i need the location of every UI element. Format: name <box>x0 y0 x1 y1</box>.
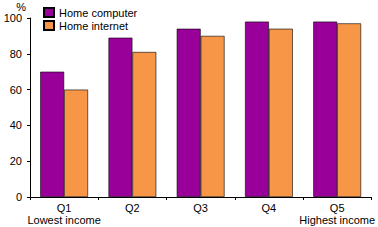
svg-text:60: 60 <box>10 84 22 96</box>
svg-text:40: 40 <box>10 119 22 131</box>
svg-text:20: 20 <box>10 155 22 167</box>
svg-text:Q3: Q3 <box>193 202 208 214</box>
svg-text:Home computer: Home computer <box>59 7 138 19</box>
svg-text:0: 0 <box>16 191 22 203</box>
svg-text:Q4: Q4 <box>262 202 277 214</box>
svg-text:Q1: Q1 <box>57 202 72 214</box>
svg-text:Q2: Q2 <box>125 202 140 214</box>
svg-text:100: 100 <box>4 12 22 24</box>
svg-text:Q5: Q5 <box>330 202 345 214</box>
svg-text:Lowest income: Lowest income <box>27 214 100 226</box>
svg-text:%: % <box>16 1 26 13</box>
svg-text:Highest income: Highest income <box>299 214 375 226</box>
svg-text:80: 80 <box>10 48 22 60</box>
svg-text:Home internet: Home internet <box>59 20 128 32</box>
